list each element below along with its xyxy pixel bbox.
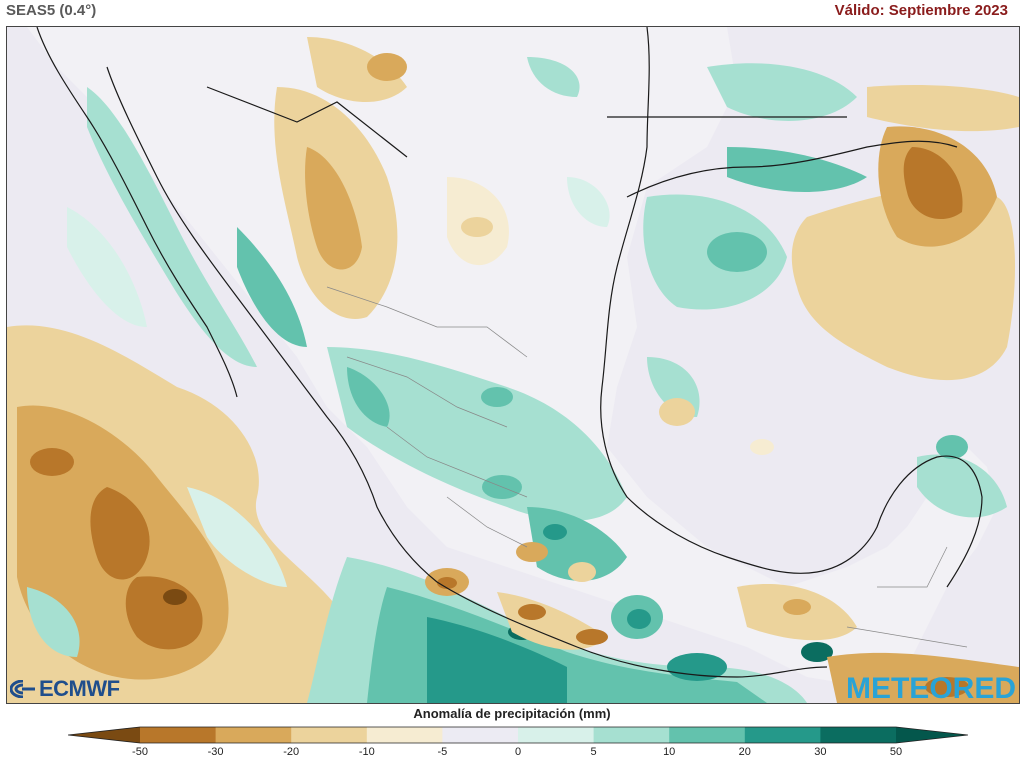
legend-tick-label: -10 bbox=[358, 746, 375, 758]
colorbar-outline bbox=[68, 726, 968, 744]
colorbar-segment bbox=[518, 727, 595, 743]
model-label: SEAS5 (0.4°) bbox=[6, 2, 97, 19]
ecmwf-logo: ECMWF bbox=[10, 676, 120, 702]
legend-tick-label: -5 bbox=[437, 746, 448, 758]
wet-anomaly-pacific bbox=[27, 487, 833, 703]
wet-anomaly-gulf bbox=[527, 57, 1007, 518]
legend-tick-label: 5 bbox=[590, 746, 597, 758]
legend-title: Anomalía de precipitación (mm) bbox=[413, 706, 611, 721]
state-borders bbox=[326, 286, 968, 648]
legend-tick-label: -20 bbox=[283, 746, 300, 758]
precipitation-anomaly-map bbox=[6, 26, 1020, 704]
legend-tick-label: 50 bbox=[889, 746, 903, 758]
ecmwf-logo-text: ECMWF bbox=[39, 676, 120, 701]
legend-tick-label: 10 bbox=[663, 746, 676, 758]
legend-tick-labels: -50 -30 -20 -10 -5 0 5 10 20 30 50 bbox=[0, 746, 1024, 766]
colorbar-segment bbox=[593, 727, 670, 743]
colorbar-segment bbox=[669, 727, 746, 743]
wet-anomaly-baja bbox=[67, 87, 307, 367]
coastlines bbox=[36, 27, 983, 678]
colorbar-segment bbox=[442, 727, 519, 743]
meteored-logo: METEORED bbox=[845, 672, 1016, 705]
dry-anomaly-north bbox=[274, 37, 509, 319]
legend-tick-label: 0 bbox=[514, 746, 522, 758]
legend-tick-label: -50 bbox=[132, 746, 148, 758]
legend-tick-label: 30 bbox=[814, 746, 827, 758]
colorbar-max-triangle bbox=[896, 727, 968, 743]
dry-anomaly-pacific bbox=[7, 325, 352, 703]
dry-anomaly-south bbox=[425, 542, 1019, 703]
valid-date-label: Válido: Septiembre 2023 bbox=[834, 2, 1008, 19]
colorbar-segment bbox=[215, 727, 292, 743]
colorbar-segment bbox=[820, 727, 897, 743]
colorbar-segment bbox=[744, 727, 821, 743]
colorbar-segment bbox=[366, 727, 443, 743]
dry-anomaly-east-gulf bbox=[659, 85, 1019, 455]
colorbar-min-triangle bbox=[68, 727, 140, 743]
colorbar-segment bbox=[291, 727, 368, 743]
color-scale-bar bbox=[68, 726, 968, 744]
legend-tick-label: -30 bbox=[207, 746, 224, 758]
ecmwf-mark-icon bbox=[10, 680, 35, 698]
colorbar-segment bbox=[140, 727, 217, 743]
legend-tick-label: 20 bbox=[738, 746, 751, 758]
